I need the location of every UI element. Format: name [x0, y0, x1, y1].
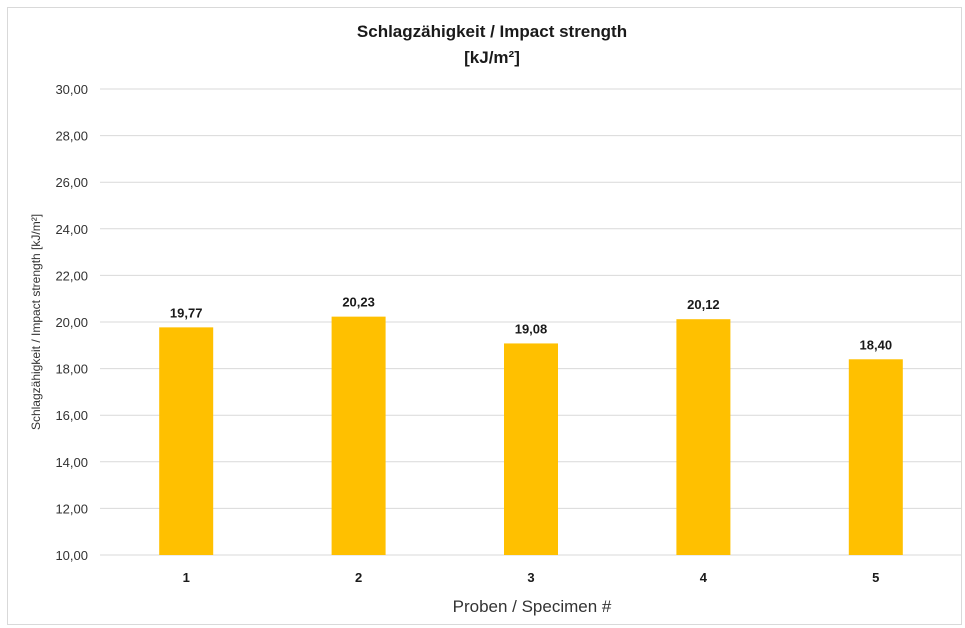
gridlines — [100, 88, 962, 556]
chart-title-line-1: Schlagzähigkeit / Impact strength — [357, 22, 627, 41]
data-label-5: 18,40 — [860, 337, 893, 352]
y-tick-label: 18,00 — [55, 362, 88, 377]
x-tick-label-5: 5 — [872, 570, 879, 585]
y-axis-ticks: 10,00 12,00 14,00 16,00 18,00 20,00 22,00 24,00… — [55, 82, 88, 563]
bar-4 — [676, 319, 731, 555]
data-label-4: 20,12 — [687, 297, 720, 312]
y-tick-label: 26,00 — [55, 175, 88, 190]
bar-3 — [504, 343, 558, 555]
chart-title-line-2: [kJ/m²] — [464, 48, 520, 67]
data-label-3: 19,08 — [515, 321, 548, 336]
y-tick-label: 20,00 — [55, 315, 88, 330]
x-tick-label-2: 2 — [355, 570, 362, 585]
data-label-1: 19,77 — [170, 305, 203, 320]
data-labels: 19,77 20,23 19,08 20,12 18,40 — [170, 295, 892, 353]
y-tick-label: 28,00 — [55, 129, 88, 144]
y-tick-label: 14,00 — [55, 455, 88, 470]
bar-2 — [331, 316, 386, 555]
bar-1 — [159, 327, 214, 555]
y-tick-label: 12,00 — [55, 501, 88, 516]
y-tick-label: 10,00 — [55, 548, 88, 563]
y-axis-label: Schlagzähigkeit / Impact strength [kJ/m²… — [29, 214, 43, 430]
x-tick-label-1: 1 — [183, 570, 190, 585]
x-tick-label-4: 4 — [700, 570, 708, 585]
x-tick-label-3: 3 — [527, 570, 534, 585]
y-tick-label: 30,00 — [55, 82, 88, 97]
x-axis-label: Proben / Specimen # — [453, 597, 612, 616]
y-tick-label: 16,00 — [55, 408, 88, 423]
y-tick-label: 22,00 — [55, 268, 88, 283]
bar-5 — [848, 359, 903, 555]
y-tick-label: 24,00 — [55, 222, 88, 237]
x-axis-ticks: 1 2 3 4 5 — [183, 570, 880, 585]
bars — [159, 316, 903, 555]
data-label-2: 20,23 — [342, 295, 375, 310]
